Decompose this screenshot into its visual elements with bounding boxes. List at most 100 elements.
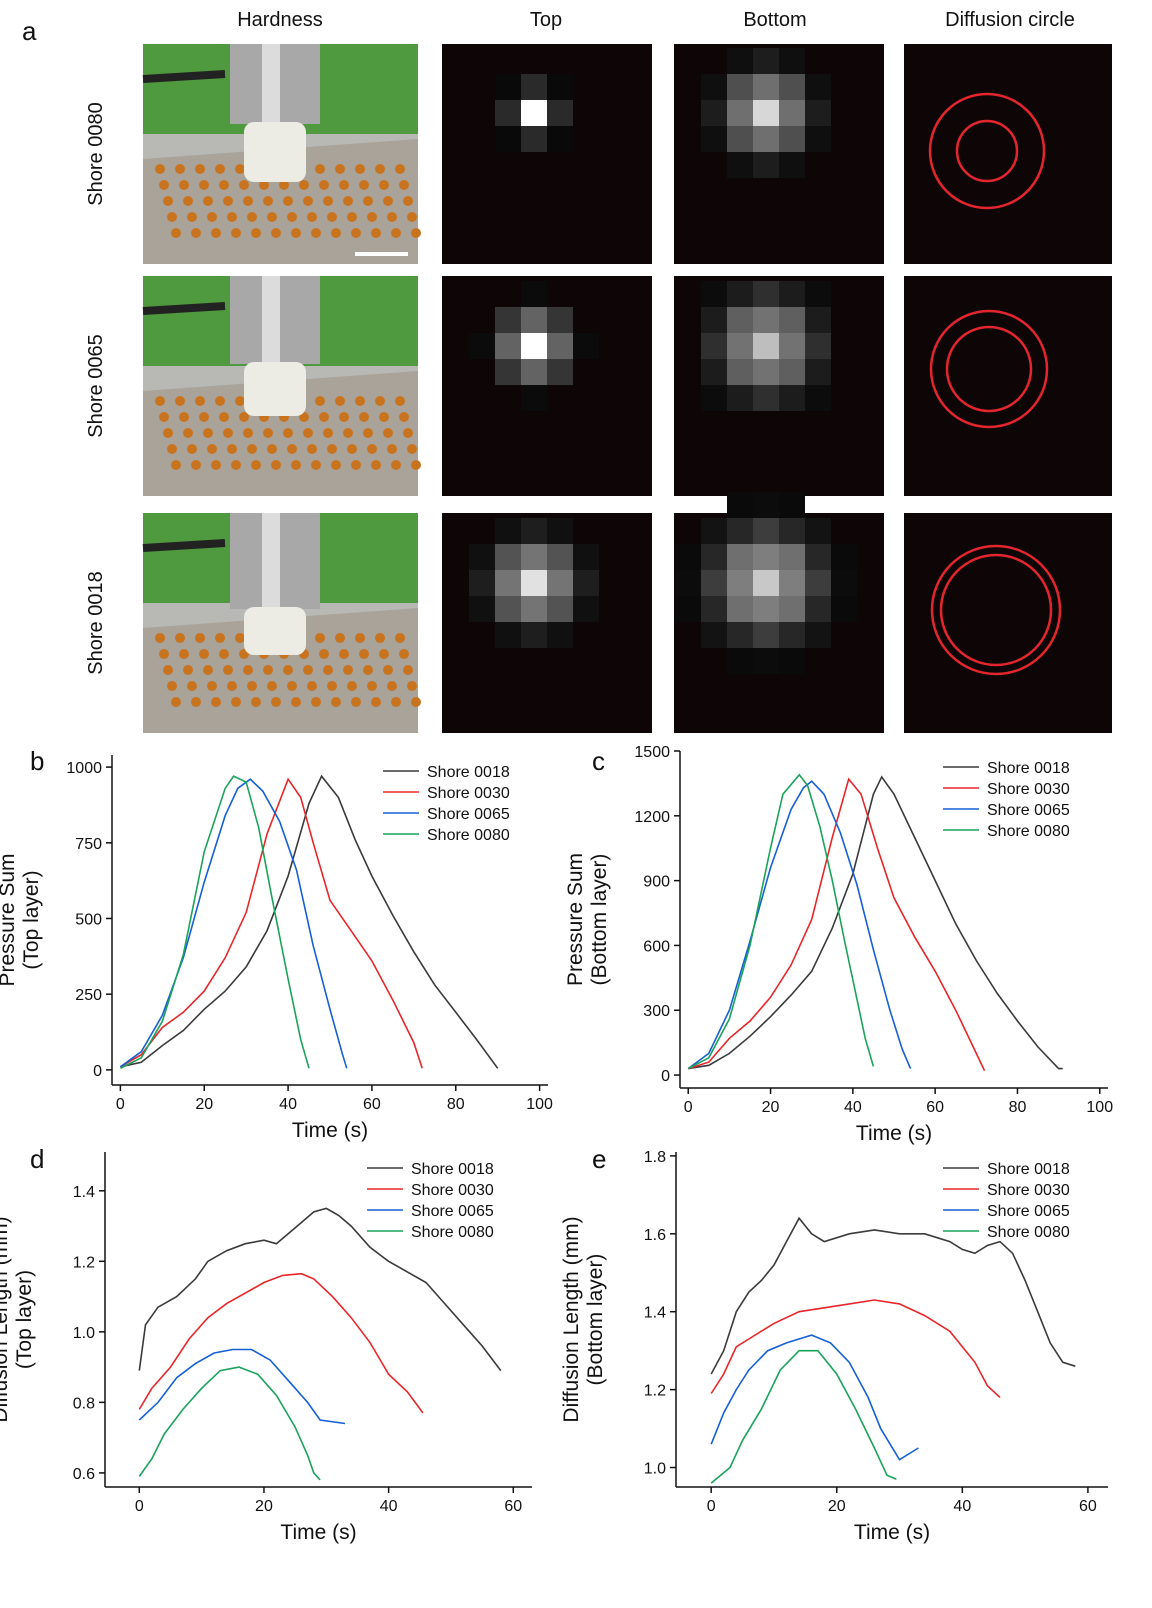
heatmap-cell bbox=[521, 359, 547, 385]
heatmap-cell bbox=[753, 544, 779, 570]
sensor-dot bbox=[363, 428, 373, 438]
x-axis-title: Time (s) bbox=[856, 1122, 932, 1145]
legend-label: Shore 0018 bbox=[987, 760, 1070, 777]
y-axis-title: Pressure Sum bbox=[564, 853, 587, 986]
sensor-dot bbox=[319, 180, 329, 190]
heatmap-cell bbox=[805, 333, 831, 359]
series-line bbox=[688, 775, 1063, 1070]
sensor-dot bbox=[183, 428, 193, 438]
heatmap-cell bbox=[495, 100, 521, 126]
sensor-dot bbox=[339, 412, 349, 422]
legend-label: Shore 0030 bbox=[411, 1182, 494, 1199]
sensor-dot bbox=[231, 697, 241, 707]
sensor-dot bbox=[211, 460, 221, 470]
sensor-dot bbox=[159, 180, 169, 190]
x-tick-label: 0 bbox=[116, 1096, 125, 1113]
heatmap-cell bbox=[521, 126, 547, 152]
sensor-dot bbox=[267, 444, 277, 454]
sensor-dot bbox=[359, 412, 369, 422]
legend-label: Shore 0065 bbox=[427, 806, 510, 823]
sensor-dot bbox=[371, 697, 381, 707]
y-tick-label: 500 bbox=[75, 911, 102, 928]
sensor-dot bbox=[355, 633, 365, 643]
heatmap-cell bbox=[779, 152, 805, 178]
probe-tip bbox=[244, 122, 306, 182]
heatmap-cell bbox=[675, 570, 701, 596]
sensor-dot bbox=[411, 228, 421, 238]
sensor-dot bbox=[179, 180, 189, 190]
heatmap-cell bbox=[779, 518, 805, 544]
sensor-dot bbox=[175, 164, 185, 174]
sensor-dot bbox=[399, 180, 409, 190]
photo bbox=[142, 44, 421, 264]
heatmap-cell bbox=[495, 333, 521, 359]
heatmap-cell bbox=[701, 126, 727, 152]
y-tick-label: 1.2 bbox=[73, 1254, 95, 1271]
heatmap-cell bbox=[573, 596, 599, 622]
heatmap-cell bbox=[753, 359, 779, 385]
heatmap-cell bbox=[805, 281, 831, 307]
sensor-dot bbox=[371, 228, 381, 238]
y-axis-title: (Top layer) bbox=[20, 870, 43, 969]
heatmap-cell bbox=[547, 359, 573, 385]
sensor-dot bbox=[171, 697, 181, 707]
sensor-dot bbox=[331, 228, 341, 238]
sensor-dot bbox=[319, 649, 329, 659]
sensor-dot bbox=[287, 212, 297, 222]
heatmap-cell bbox=[779, 126, 805, 152]
heatmap-cell bbox=[753, 622, 779, 648]
heatmap bbox=[442, 44, 652, 264]
sensor-dot bbox=[271, 697, 281, 707]
sensor-dot bbox=[359, 649, 369, 659]
sensor-dot bbox=[155, 164, 165, 174]
sensor-dot bbox=[231, 460, 241, 470]
heatmap-cell bbox=[521, 281, 547, 307]
heatmap bbox=[674, 276, 884, 496]
sensor-dot bbox=[411, 697, 421, 707]
heatmap-cell bbox=[779, 281, 805, 307]
probe-shine bbox=[262, 276, 280, 364]
sensor-dot bbox=[243, 428, 253, 438]
x-tick-label: 60 bbox=[363, 1096, 381, 1113]
heatmap-cell bbox=[573, 570, 599, 596]
y-tick-label: 300 bbox=[643, 1003, 670, 1020]
probe-shine bbox=[262, 513, 280, 609]
heatmap-cell bbox=[547, 622, 573, 648]
sensor-dot bbox=[323, 196, 333, 206]
sensor-dot bbox=[391, 460, 401, 470]
heatmap-cell bbox=[547, 570, 573, 596]
heatmap-cell bbox=[701, 385, 727, 411]
sensor-dot bbox=[335, 633, 345, 643]
sensor-dot bbox=[223, 665, 233, 675]
heatmap-cell bbox=[727, 333, 753, 359]
y-axis-title: (Bottom layer) bbox=[584, 1254, 607, 1386]
heatmap-cell bbox=[701, 281, 727, 307]
sensor-dot bbox=[235, 396, 245, 406]
heatmap-cell bbox=[779, 570, 805, 596]
sensor-dot bbox=[339, 649, 349, 659]
sensor-dot bbox=[203, 428, 213, 438]
x-tick-label: 80 bbox=[1009, 1099, 1027, 1116]
heatmap-cell bbox=[495, 307, 521, 333]
sensor-dot bbox=[199, 412, 209, 422]
heatmap-cell bbox=[805, 307, 831, 333]
x-tick-label: 40 bbox=[279, 1096, 297, 1113]
circle-bg bbox=[904, 44, 1112, 264]
heatmap-cell bbox=[779, 359, 805, 385]
sensor-dot bbox=[231, 228, 241, 238]
heatmap-cell bbox=[573, 333, 599, 359]
x-tick-label: 20 bbox=[762, 1099, 780, 1116]
inner-circle bbox=[945, 325, 1033, 413]
sensor-dot bbox=[191, 697, 201, 707]
legend-label: Shore 0030 bbox=[987, 1182, 1070, 1199]
sensor-dot bbox=[291, 460, 301, 470]
sensor-dot bbox=[263, 428, 273, 438]
column-header: Hardness bbox=[237, 9, 323, 31]
sensor-dot bbox=[327, 444, 337, 454]
heatmap-cell bbox=[727, 152, 753, 178]
x-tick-label: 40 bbox=[953, 1498, 971, 1515]
heatmap-cell bbox=[753, 518, 779, 544]
series-line bbox=[120, 775, 310, 1070]
heatmap bbox=[674, 492, 884, 733]
